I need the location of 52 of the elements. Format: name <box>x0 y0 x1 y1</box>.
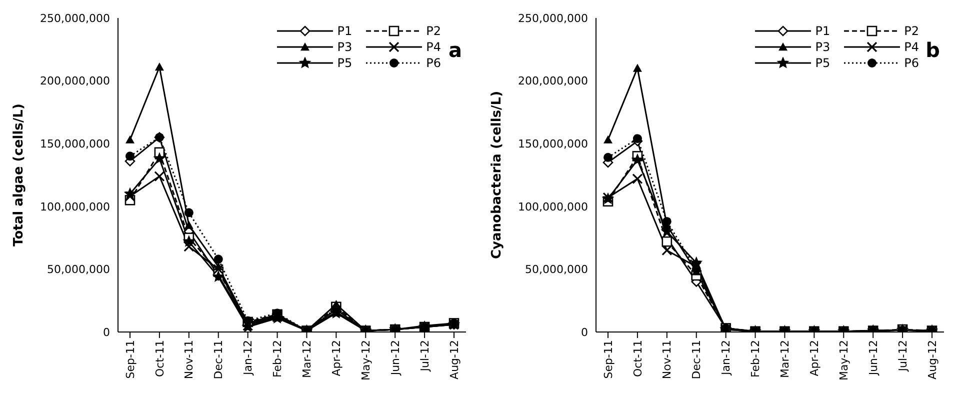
x-tick-label: Aug-12 <box>926 340 939 380</box>
x-tick-label: May-12 <box>359 340 372 381</box>
y-tick-label: 150,000,000 <box>518 138 588 151</box>
legend-label: P1 <box>815 24 830 38</box>
x-tick-label: Oct-11 <box>631 340 644 377</box>
legend-label: P5 <box>337 56 352 70</box>
x-tick-label: Jul-12 <box>418 340 432 372</box>
y-axis-title: Cyanobacteria (cells/L) <box>490 90 505 260</box>
x-tick-label: Feb-12 <box>749 340 762 378</box>
y-tick-label: 250,000,000 <box>40 12 110 25</box>
y-tick-label: 100,000,000 <box>40 200 110 214</box>
x-tick-label: Nov-11 <box>660 340 674 380</box>
legend-label: P2 <box>426 24 441 38</box>
y-axis-title: Total algae (cells/L) <box>12 104 27 246</box>
legend-label: P5 <box>815 56 830 70</box>
x-tick-label: Sep-11 <box>124 340 137 379</box>
annotation: b <box>926 38 940 62</box>
y-tick-label: 250,000,000 <box>518 12 588 25</box>
x-tick-label: Apr-12 <box>330 340 343 376</box>
legend-label: P4 <box>426 40 441 54</box>
y-tick-label: 200,000,000 <box>518 74 588 88</box>
x-tick-label: Jun-12 <box>866 340 880 376</box>
y-tick-label: 0 <box>103 326 110 339</box>
x-tick-label: Dec-11 <box>212 340 226 380</box>
legend-label: P6 <box>904 56 919 70</box>
x-tick-label: Mar-12 <box>300 340 314 378</box>
annotation: a <box>448 38 462 62</box>
legend-label: P6 <box>426 56 441 70</box>
legend-label: P3 <box>815 40 830 54</box>
y-tick-label: 0 <box>581 326 588 339</box>
y-tick-label: 50,000,000 <box>525 263 588 276</box>
legend-label: P2 <box>904 24 919 38</box>
legend-label: P1 <box>337 24 352 38</box>
x-tick-label: Oct-11 <box>153 340 166 377</box>
x-tick-label: Jul-12 <box>896 340 910 372</box>
legend-label: P4 <box>904 40 919 54</box>
x-tick-label: Jan-12 <box>242 340 255 376</box>
x-tick-label: Feb-12 <box>271 340 284 378</box>
x-tick-label: Dec-11 <box>690 340 704 380</box>
y-tick-label: 150,000,000 <box>40 138 110 151</box>
x-tick-label: Jan-12 <box>720 340 733 376</box>
x-tick-label: May-12 <box>837 340 850 381</box>
x-tick-label: Aug-12 <box>448 340 461 380</box>
legend-label: P3 <box>337 40 352 54</box>
y-tick-label: 100,000,000 <box>518 200 588 214</box>
x-tick-label: Nov-11 <box>182 340 196 380</box>
y-tick-label: 50,000,000 <box>47 263 110 276</box>
x-tick-label: Mar-12 <box>778 340 792 378</box>
x-tick-label: Jun-12 <box>388 340 402 376</box>
x-tick-label: Apr-12 <box>808 340 821 376</box>
x-tick-label: Sep-11 <box>602 340 615 379</box>
y-tick-label: 200,000,000 <box>40 74 110 88</box>
